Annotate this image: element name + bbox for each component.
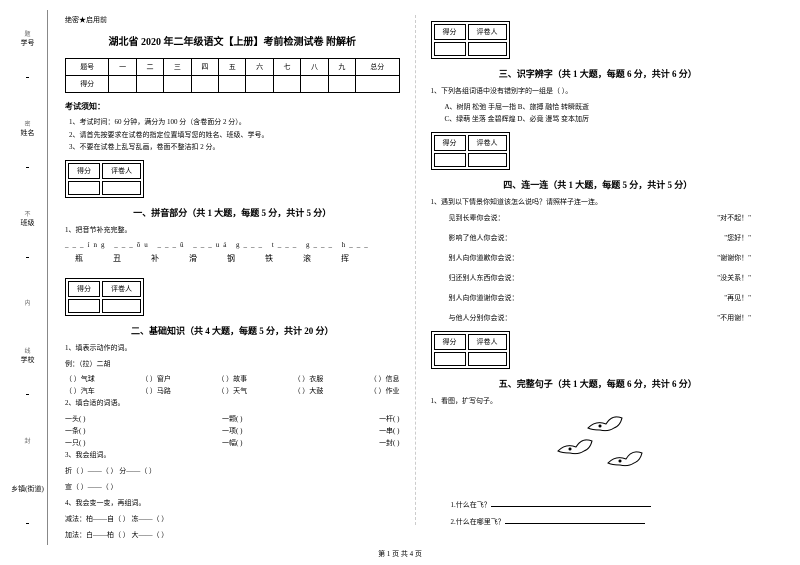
match-row: 与他人分别你会说："不用谢！" <box>431 313 766 323</box>
section-1-title: 一、拼音部分（共 1 大题，每题 5 分，共计 5 分） <box>65 206 400 219</box>
score-box: 得分评卷人 <box>431 331 510 369</box>
options: A、树阴 松弛 手屈一指 B、旅搏 融恰 转瞬既逝 C、绿萌 坐落 金碧辉煌 D… <box>431 102 766 126</box>
binding-sidebar: 题学号 密姓名 不班级 内 线学校 封 乡镇(街道) <box>8 10 48 545</box>
match-row: 别人向你道歉你会说："谢谢你！" <box>431 253 766 263</box>
exam-title: 湖北省 2020 年二年级语文【上册】考前检测试卷 附解析 <box>65 33 400 48</box>
score-box: 得分评卷人 <box>431 21 510 59</box>
question: 1、遇到以下情景你知道该怎么说吗？请照样子连一连。 <box>431 197 766 209</box>
fill-row: 一只( )一幅( )一封( ) <box>65 438 400 448</box>
left-column: 绝密★启用前 湖北省 2020 年二年级语文【上册】考前检测试卷 附解析 题号一… <box>50 15 415 525</box>
page-footer: 第 1 页 共 4 页 <box>0 549 800 559</box>
fill-row: （ ）汽车（ ）马路（ ）天气（ ）大鼓（ ）作业 <box>65 386 400 396</box>
notice-item: 1、考试时间：60 分钟，满分为 100 分（含卷面分 2 分）。 <box>69 116 400 129</box>
question: 1、下列各组词语中没有错别字的一组是（ ）。 <box>431 86 766 98</box>
match-row: 归还别人东西你会说："没关系！" <box>431 273 766 283</box>
question: 1、看图，扩写句子。 <box>431 396 766 408</box>
notice-item: 3、不要在试卷上乱写乱画，卷面不整洁扣 2 分。 <box>69 141 400 154</box>
sidebar-label: 姓名 <box>21 128 35 138</box>
sidebar-field-class: 不班级 <box>21 209 35 260</box>
sidebar-label: 学号 <box>21 38 35 48</box>
match-row: 别人向你道谢你会说："再见！" <box>431 293 766 303</box>
sidebar-label: 学校 <box>21 355 35 365</box>
notice-list: 1、考试时间：60 分钟，满分为 100 分（含卷面分 2 分）。 2、请首先按… <box>65 116 400 154</box>
fill-row: （ ）气球（ ）窗户（ ）故事（ ）衣服（ ）信息 <box>65 374 400 384</box>
table-row: 得分 <box>66 76 400 93</box>
notice-title: 考试须知： <box>65 101 400 112</box>
option-a-b: A、树阴 松弛 手屈一指 B、旅搏 融恰 转瞬既逝 <box>445 102 766 114</box>
fill-row: 加法：白——柏（ ） 大——（ ） <box>65 530 400 542</box>
fill-row: 宣（ ）——（ ） <box>65 482 400 494</box>
page-content: 绝密★启用前 湖北省 2020 年二年级语文【上册】考前检测试卷 附解析 题号一… <box>0 0 800 530</box>
question: 3、我会组词。 <box>65 450 400 462</box>
section-3-title: 三、识字辨字（共 1 大题，每题 6 分，共计 6 分） <box>431 67 766 80</box>
confidential-mark: 绝密★启用前 <box>65 15 400 25</box>
example: 例：（拉）二胡 <box>65 359 400 371</box>
question: 2、填合适的词语。 <box>65 398 400 410</box>
sub-question: 2.什么在哪里飞？ <box>431 516 766 529</box>
fill-row: 折（ ）——（ ） 分——（ ） <box>65 466 400 478</box>
question: 4、我会变一变，再组词。 <box>65 498 400 510</box>
question: 1、把音节补充完整。 <box>65 225 400 237</box>
score-table: 题号一二三四五六七八九总分 得分 <box>65 58 400 93</box>
score-box: 得分评卷人 <box>431 132 510 170</box>
birds-svg <box>528 413 668 493</box>
score-box: 得分评卷人 <box>65 278 144 316</box>
sidebar-field-name: 密姓名 <box>21 119 35 170</box>
section-5-title: 五、完整句子（共 1 大题，每题 6 分，共计 6 分） <box>431 377 766 390</box>
sub-question: 1.什么在飞？ <box>431 499 766 512</box>
sidebar-dash: 内 <box>24 298 30 307</box>
birds-illustration <box>528 413 668 493</box>
sidebar-label: 乡镇(街道) <box>11 484 44 494</box>
fill-row: 一条( )一项( )一串( ) <box>65 426 400 436</box>
sidebar-label: 班级 <box>21 218 35 228</box>
pinyin-row: ___íng ___ōu ___ǔ ___uá g___ t___ g___ h… <box>65 241 400 249</box>
section-2-title: 二、基础知识（共 4 大题，每题 5 分，共计 20 分） <box>65 324 400 337</box>
match-row: 见到长辈你会说："对不起！" <box>431 213 766 223</box>
match-row: 影响了他人你会说："您好！" <box>431 233 766 243</box>
option-c-d: C、绿萌 坐落 金碧辉煌 D、必竟 漫骂 变本加厉 <box>445 114 766 126</box>
score-box: 得分评卷人 <box>65 160 144 198</box>
sidebar-field-town: 乡镇(街道) <box>11 484 44 526</box>
fill-row: 减法：柏——自（ ） 冻——（ ） <box>65 514 400 526</box>
right-column: 得分评卷人 三、识字辨字（共 1 大题，每题 6 分，共计 6 分） 1、下列各… <box>415 15 781 525</box>
char-row: 瓶 丑 补 滑 钢 铁 滚 挥 <box>75 253 400 264</box>
sidebar-dash: 封 <box>24 436 30 445</box>
sidebar-field-id: 题学号 <box>21 29 35 80</box>
table-row: 题号一二三四五六七八九总分 <box>66 59 400 76</box>
sidebar-field-school: 线学校 <box>21 346 35 397</box>
fill-row: 一头( )一颗( )一杆( ) <box>65 414 400 424</box>
question: 1、填表示动作的词。 <box>65 343 400 355</box>
section-4-title: 四、连一连（共 1 大题，每题 5 分，共计 5 分） <box>431 178 766 191</box>
notice-item: 2、请首先按要求在试卷的指定位置填写您的姓名、班级、学号。 <box>69 129 400 142</box>
